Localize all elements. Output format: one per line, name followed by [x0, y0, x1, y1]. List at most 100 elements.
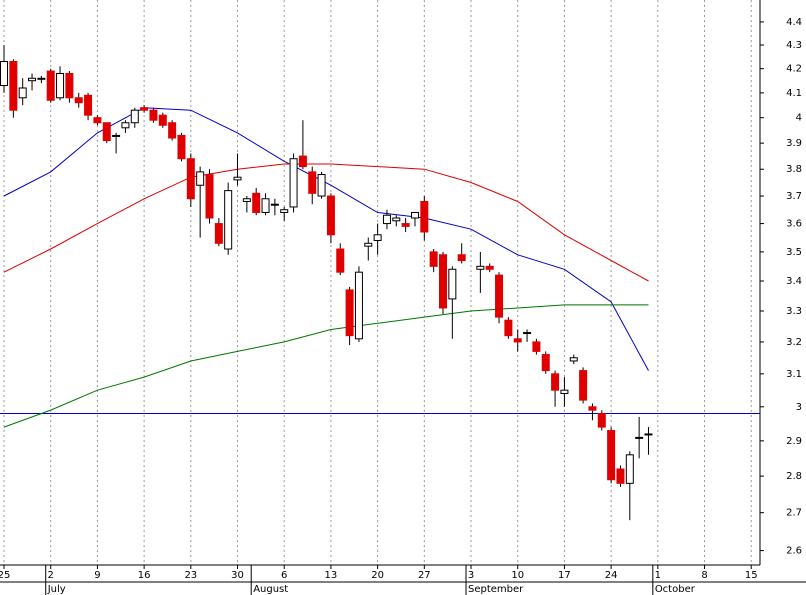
- x-tick-label: 24: [605, 570, 618, 581]
- candle-body: [401, 223, 410, 227]
- y-tick-label: 3.6: [786, 219, 802, 230]
- candle-body: [336, 248, 345, 273]
- candle-body: [37, 77, 46, 80]
- y-tick-label: 4.1: [786, 88, 802, 99]
- candle-body: [289, 158, 298, 208]
- x-tick-label: 23: [184, 570, 197, 581]
- candle-body: [392, 217, 401, 222]
- candle-body: [270, 203, 279, 206]
- month-label: October: [655, 584, 696, 595]
- candle-body: [541, 354, 550, 372]
- candle-body: [168, 122, 177, 139]
- candle-body: [448, 268, 457, 300]
- candle-body: [112, 134, 121, 137]
- candle-body: [214, 223, 223, 244]
- candle-body: [18, 87, 27, 99]
- x-tick-label: 10: [511, 570, 524, 581]
- candle-body: [644, 433, 653, 436]
- candle-body: [130, 109, 139, 124]
- candle-body: [186, 158, 195, 200]
- candle-body: [513, 338, 522, 343]
- candle-body: [224, 190, 233, 250]
- candle-body: [607, 430, 616, 481]
- candle-body: [252, 192, 261, 213]
- x-tick-label: 27: [418, 570, 431, 581]
- moving-average: [3, 107, 649, 371]
- y-tick-label: 3.7: [786, 191, 802, 202]
- month-label: July: [47, 584, 66, 595]
- candle-body: [579, 370, 588, 401]
- candle-body: [242, 198, 251, 202]
- x-tick-label: 3: [468, 570, 474, 581]
- y-tick-label: 4.4: [786, 17, 802, 28]
- candle-body: [177, 134, 186, 160]
- x-tick-label: 15: [745, 570, 758, 581]
- candle-body: [140, 107, 149, 111]
- candle-body: [532, 341, 541, 352]
- candle-body: [485, 265, 494, 270]
- candle-body: [373, 234, 382, 241]
- y-tick-label: 3: [796, 402, 802, 413]
- y-tick-label: 4.2: [786, 64, 802, 75]
- candle-body: [93, 117, 102, 124]
- y-tick-label: 2.7: [786, 508, 802, 519]
- candle-body: [9, 61, 18, 111]
- candle-body: [0, 61, 9, 87]
- candle-body: [196, 171, 205, 186]
- x-tick-label: 20: [371, 570, 384, 581]
- y-tick-label: 4.3: [786, 40, 802, 51]
- candle-body: [298, 155, 307, 168]
- moving-average: [3, 304, 649, 428]
- candle-body: [364, 242, 373, 247]
- y-tick-label: 3.9: [786, 138, 802, 149]
- y-tick-label: 3.2: [786, 337, 802, 348]
- candle-body: [523, 332, 532, 335]
- candle-body: [597, 413, 606, 428]
- candle-body: [102, 122, 111, 142]
- candle-body: [457, 254, 466, 262]
- candle-body: [410, 211, 419, 219]
- candle-body: [65, 72, 74, 99]
- candle-body: [420, 200, 429, 233]
- y-tick-label: 3.4: [786, 276, 802, 287]
- candle-body: [551, 373, 560, 391]
- candle-body: [345, 289, 354, 337]
- candle-body: [635, 436, 644, 439]
- candle-body: [326, 195, 335, 236]
- candle-body: [308, 171, 317, 194]
- x-tick-label: 25: [0, 570, 10, 581]
- month-label: August: [253, 584, 288, 595]
- y-tick-label: 4: [796, 113, 802, 124]
- candle-body: [280, 209, 289, 213]
- candle-body: [354, 271, 363, 340]
- candle-body: [205, 174, 214, 219]
- candle-body: [233, 176, 242, 181]
- moving-average: [3, 163, 649, 282]
- y-tick-label: 2.9: [786, 436, 802, 447]
- candle-body: [121, 122, 130, 129]
- candle-body: [46, 70, 55, 101]
- candle-body: [438, 254, 447, 309]
- candle-body: [382, 214, 391, 225]
- candle-body: [74, 97, 83, 104]
- candle-body: [84, 94, 93, 116]
- candle-body: [569, 357, 578, 362]
- y-tick-label: 3.8: [786, 164, 802, 175]
- month-label: September: [468, 584, 524, 595]
- candle-body: [28, 77, 37, 82]
- y-tick-label: 3.1: [786, 369, 802, 380]
- x-tick-label: 9: [94, 570, 100, 581]
- x-tick-label: 13: [325, 570, 338, 581]
- y-tick-label: 2.8: [786, 471, 802, 482]
- x-tick-label: 16: [138, 570, 151, 581]
- candle-body: [158, 114, 167, 126]
- x-tick-label: 2: [48, 570, 54, 581]
- candle-body: [495, 274, 504, 318]
- candle-body: [476, 265, 485, 270]
- candle-body: [56, 72, 65, 99]
- x-tick-label: 17: [558, 570, 571, 581]
- candle-body: [261, 198, 270, 213]
